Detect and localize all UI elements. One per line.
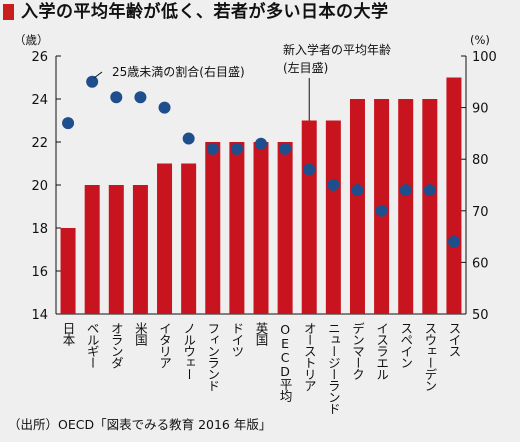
category-label: 英国 — [254, 322, 269, 346]
right-tick-label: 90 — [472, 102, 489, 117]
right-tick-label: 50 — [472, 308, 489, 323]
dot — [158, 101, 171, 114]
right-tick-label: 70 — [472, 205, 489, 220]
chart-title: 入学の平均年齢が低く、若者が多い日本の大学 — [21, 2, 389, 22]
category-label: 米国 — [133, 322, 148, 346]
category-label: ノルウェー — [181, 322, 196, 380]
bar — [325, 120, 341, 314]
bar — [60, 228, 76, 314]
category-label: オランダ — [109, 322, 124, 369]
category-label: ドイツ — [229, 322, 244, 357]
dot — [110, 91, 123, 104]
category-label: ニュージーランド — [326, 322, 341, 414]
category-label: 日本 — [61, 322, 76, 347]
bar — [398, 99, 414, 314]
dot — [303, 163, 316, 176]
dot — [134, 91, 147, 104]
bars-annotation-line1: 新入学者の平均年齢 — [283, 42, 391, 57]
dots-annotation: 25歳未満の割合(右目盛) — [112, 64, 245, 79]
dot — [423, 184, 436, 197]
dot — [399, 184, 412, 197]
right-tick-label: 100 — [472, 50, 497, 65]
dots-annotation-leader — [93, 71, 103, 79]
category-label: イスラエル — [374, 322, 389, 380]
left-tick-label: 16 — [31, 265, 48, 280]
category-label: スウェーデン — [422, 322, 437, 391]
dot — [351, 184, 364, 197]
category-label: ベルギー — [85, 322, 100, 368]
left-tick-label: 18 — [31, 222, 48, 237]
bar — [157, 163, 173, 314]
bar — [422, 99, 438, 314]
bar — [84, 185, 100, 314]
dot — [255, 137, 267, 150]
category-label: オーストリア — [302, 322, 317, 392]
labels: 日本 ベルギー オランダ 米国 イタリア ノルウェー フィンランド ドイツ 英国 OECD平均 オー… — [61, 322, 462, 414]
bar — [205, 142, 221, 314]
bar — [301, 120, 317, 314]
dot — [206, 142, 219, 155]
category-label: OECD平均 — [278, 322, 293, 403]
dots — [62, 75, 460, 248]
category-label: スイス — [446, 322, 461, 357]
bar — [229, 142, 245, 314]
bar — [181, 163, 197, 314]
dot — [182, 132, 195, 145]
source-note: （出所）OECD「図表でみる教育 2016 年版」 — [8, 417, 272, 432]
left-tick-label: 22 — [31, 136, 48, 151]
bars — [60, 77, 462, 314]
category-label: デンマーク — [350, 322, 365, 380]
dot — [86, 75, 99, 88]
left-tick-label: 14 — [31, 308, 48, 323]
bar — [277, 142, 293, 314]
bar — [446, 77, 462, 314]
left-tick-label: 20 — [31, 179, 48, 194]
bar — [108, 185, 124, 314]
category-label: スペイン — [398, 322, 413, 368]
right-axis-unit: (%) — [470, 33, 490, 47]
dot — [447, 235, 460, 248]
category-label: イタリア — [157, 322, 172, 369]
dot — [375, 204, 388, 217]
right-tick-label: 80 — [472, 153, 489, 168]
left-tick-label: 24 — [31, 93, 48, 108]
bar — [349, 99, 365, 314]
bars-annotation-line2: (左目盛) — [283, 60, 328, 75]
dot — [62, 117, 75, 130]
right-tick-label: 60 — [472, 256, 489, 271]
dot — [279, 142, 292, 155]
bar — [132, 185, 148, 314]
category-label: フィンランド — [205, 322, 220, 391]
dot — [230, 142, 243, 155]
left-tick-label: 26 — [31, 50, 48, 65]
left-axis-unit: （歳） — [14, 33, 49, 47]
bar — [253, 142, 269, 314]
dot — [327, 179, 340, 191]
title-marker — [3, 4, 14, 20]
